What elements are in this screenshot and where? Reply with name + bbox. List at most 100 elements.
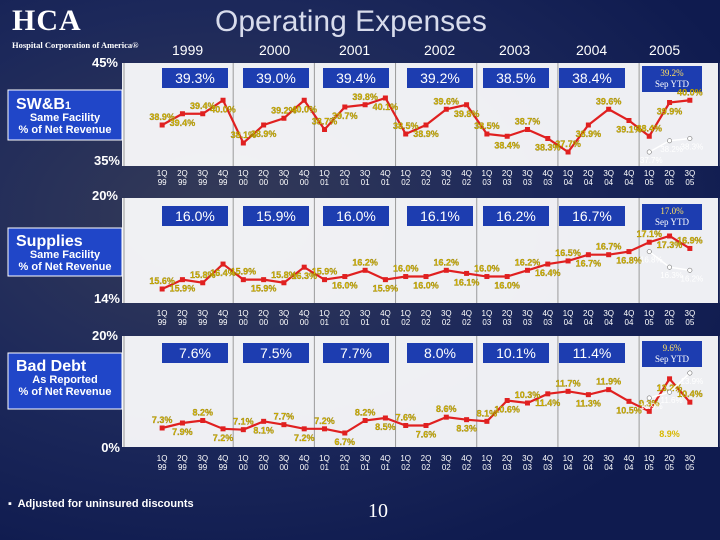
quarter-year-label: 04 (625, 178, 634, 187)
data-point (687, 245, 693, 251)
data-point (179, 277, 185, 283)
ytd-point (687, 267, 693, 273)
data-point (606, 387, 612, 393)
data-label: 9.3% (639, 398, 660, 408)
data-label: 16.4% (210, 268, 236, 278)
data-label: 15.6% (149, 276, 175, 286)
data-point (220, 97, 226, 103)
quarter-year-label: 04 (584, 318, 593, 327)
quarter-year-label: 01 (381, 318, 390, 327)
ytd-point (646, 395, 652, 401)
quarter-year-label: 00 (279, 178, 288, 187)
data-point (443, 267, 449, 273)
data-label: 11.3% (576, 399, 601, 409)
side-title-box (7, 352, 123, 410)
data-point (159, 286, 165, 292)
quarter-year-label: 04 (584, 463, 593, 472)
data-label: 16.0% (332, 281, 358, 291)
data-point (667, 233, 673, 239)
quarter-label: 4Q (380, 169, 391, 178)
data-label: 16.3% (291, 271, 317, 281)
quarter-year-label: 02 (422, 178, 431, 187)
annual-box (243, 343, 309, 363)
quarter-year-label: 04 (625, 318, 634, 327)
quarter-year-label: 00 (259, 463, 268, 472)
annual-box (243, 206, 309, 226)
data-point (423, 122, 429, 128)
quarter-year-label: 02 (462, 463, 471, 472)
data-point (342, 104, 348, 110)
data-label: 7.9% (172, 427, 193, 437)
annual-box (483, 68, 549, 88)
data-point (362, 418, 368, 423)
quarter-year-label: 04 (625, 463, 634, 472)
data-point (423, 423, 429, 428)
quarter-label: 1Q (319, 309, 330, 318)
quarter-year-label: 04 (604, 178, 613, 187)
data-point (646, 239, 652, 245)
quarter-label: 4Q (299, 454, 310, 463)
data-point (240, 427, 246, 433)
quarter-year-label: 05 (685, 463, 694, 472)
quarter-year-label: 01 (320, 318, 329, 327)
quarter-label: 1Q (238, 169, 249, 178)
quarter-year-label: 01 (340, 463, 349, 472)
data-label: 11.9% (596, 377, 621, 387)
quarter-label: 3Q (279, 309, 290, 318)
quarter-label: 3Q (522, 309, 533, 318)
panel-subtitle-1: Same Facility (30, 249, 101, 261)
data-point (524, 267, 530, 273)
data-point (626, 249, 632, 255)
data-label: 15.8% (190, 270, 216, 280)
data-point (464, 417, 470, 423)
data-point (281, 115, 287, 121)
ytd-box (642, 204, 702, 230)
quarter-label: 1Q (482, 309, 493, 318)
quarter-label: 4Q (299, 169, 310, 178)
year-header-2001: 2001 (339, 42, 371, 58)
quarter-label: 2Q (583, 454, 594, 463)
ytd-caption: Sep YTD (655, 354, 689, 364)
annual-value: 38.5% (496, 70, 536, 86)
ytd-value: 9.6% (663, 343, 682, 353)
data-label: 40.0% (210, 104, 236, 114)
data-label: 39.9% (657, 107, 683, 117)
data-label: 16.0% (413, 281, 439, 291)
quarter-year-label: 99 (158, 318, 167, 327)
quarter-year-label: 01 (320, 463, 329, 472)
quarter-year-label: 03 (543, 178, 552, 187)
quarter-year-label: 01 (381, 463, 390, 472)
data-point (261, 277, 267, 283)
ytd-point (687, 370, 693, 376)
quarter-label: 4Q (542, 309, 553, 318)
annual-box (243, 68, 309, 88)
quarter-label: 1Q (482, 169, 493, 178)
quarter-year-label: 04 (584, 178, 593, 187)
data-label: 7.7% (274, 412, 295, 422)
quarter-label: 3Q (279, 169, 290, 178)
quarter-year-label: 01 (340, 178, 349, 187)
data-point (261, 122, 267, 128)
quarter-year-label: 01 (361, 318, 370, 327)
quarter-year-label: 04 (604, 318, 613, 327)
annual-box (407, 343, 473, 363)
quarter-year-label: 99 (158, 178, 167, 187)
annual-value: 38.4% (572, 70, 612, 86)
ytd-label: 16.2% (681, 274, 704, 283)
quarter-label: 4Q (218, 169, 229, 178)
data-point (322, 127, 328, 132)
quarter-label: 3Q (197, 454, 208, 463)
data-label: 38.9% (149, 112, 175, 122)
ytd-box (642, 66, 702, 92)
data-point (504, 133, 510, 139)
data-point (281, 422, 287, 428)
data-label: 7.6% (395, 413, 416, 423)
quarter-year-label: 03 (482, 318, 491, 327)
data-point (200, 280, 206, 286)
data-point (545, 136, 551, 141)
data-label: 16.0% (474, 264, 500, 274)
annual-value: 39.3% (175, 70, 215, 86)
data-point (545, 261, 551, 267)
